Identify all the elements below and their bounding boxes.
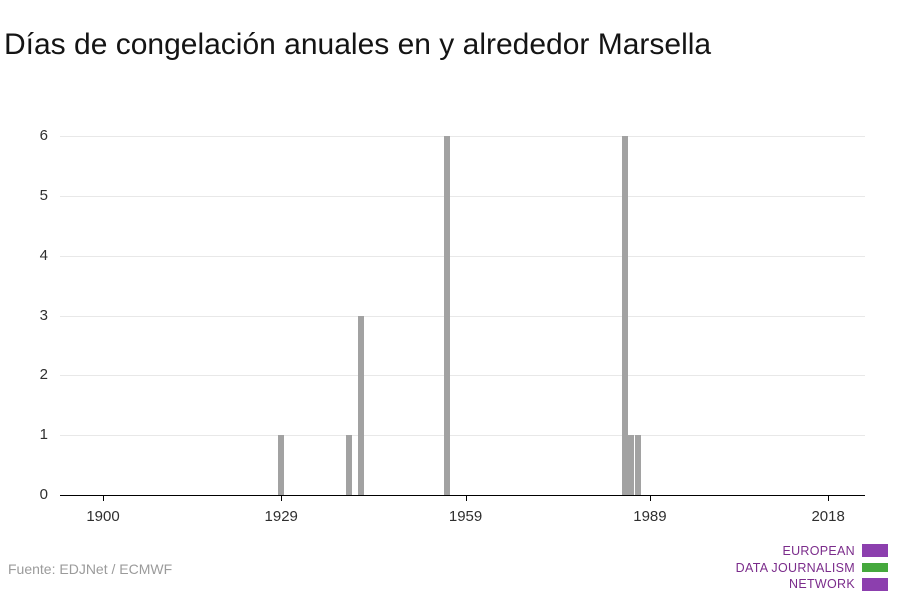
- y-axis-tick-label-3: 3: [39, 306, 48, 324]
- bar-year-1986: [628, 435, 635, 495]
- bar-year-1956: [444, 136, 451, 495]
- source-text: Fuente: EDJNet / ECMWF: [8, 561, 173, 577]
- logo-block-top: [862, 544, 888, 558]
- logo-block-bottom: [862, 578, 888, 591]
- x-axis-tick-label-1929: 1929: [264, 508, 298, 525]
- edjnet-logo-blocks: [862, 543, 888, 592]
- logo-line-network: NETWORK: [789, 576, 855, 591]
- gridline-y-5: [60, 195, 865, 197]
- y-axis-tick-label-1: 1: [39, 426, 48, 444]
- logo-line-data-journalism: DATA JOURNALISM: [735, 560, 855, 575]
- edjnet-logo-text: EUROPEAN DATA JOURNALISM NETWORK: [736, 543, 855, 592]
- gridline-y-3: [60, 315, 865, 317]
- x-axis-tick-1959: [465, 495, 467, 501]
- y-axis-tick-label-6: 6: [39, 127, 48, 144]
- x-axis-tick-label-1900: 1900: [86, 508, 120, 525]
- x-axis-tick-label-1959: 1959: [448, 508, 483, 525]
- logo-line-european: EUROPEAN: [782, 544, 855, 559]
- gridline-y-4: [60, 255, 865, 257]
- x-axis-tick-label-2018: 2018: [811, 508, 845, 525]
- edjnet-logo: EUROPEAN DATA JOURNALISM NETWORK: [736, 543, 888, 592]
- x-axis-tick-1989: [649, 495, 651, 501]
- bar-year-1985: [622, 136, 629, 495]
- bar-year-1940: [345, 435, 352, 495]
- x-axis-tick-1929: [281, 495, 283, 501]
- bar-year-1942: [358, 315, 365, 495]
- bar-year-1987: [634, 435, 641, 495]
- y-axis-tick-label-2: 2: [39, 366, 48, 384]
- y-axis-tick-label-4: 4: [39, 246, 48, 264]
- plot-area: 0 1 2 3 4 5 6 1900 1929 1959 1989 2018: [40, 127, 865, 525]
- y-axis-tick-label-0: 0: [39, 486, 48, 503]
- chart-title: Días de congelación anuales en y alreded…: [4, 28, 712, 62]
- logo-block-middle: [862, 563, 888, 573]
- x-axis-tick-2018: [828, 495, 830, 501]
- y-axis-tick-label-5: 5: [39, 186, 48, 204]
- gridline-y-2: [60, 375, 865, 377]
- gridline-y-6: [60, 136, 865, 137]
- x-axis-tick-1900: [103, 495, 104, 501]
- bar-year-1929: [278, 435, 285, 495]
- gridline-y-1: [60, 435, 865, 437]
- x-axis-tick-label-1989: 1989: [633, 508, 667, 525]
